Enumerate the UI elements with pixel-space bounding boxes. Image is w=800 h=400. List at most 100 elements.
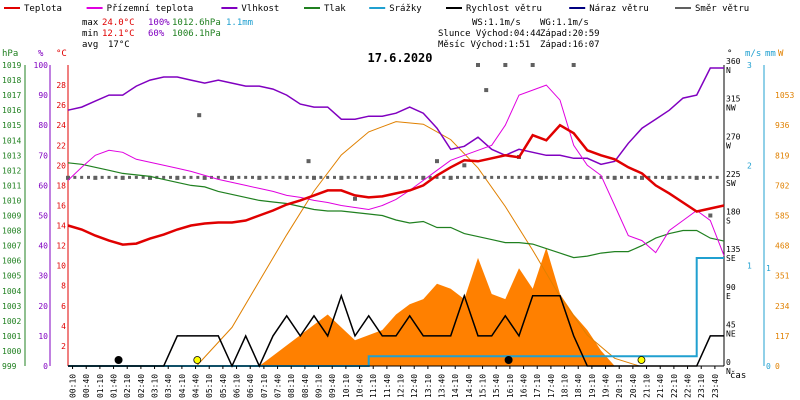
hpa-tick-label: 1004	[2, 287, 21, 296]
wind-direction-dot	[312, 175, 316, 179]
wind-direction-dot	[661, 175, 664, 179]
dir-tick-degree: 90	[726, 283, 736, 292]
x-tick-label: 08:40	[301, 374, 310, 398]
pct-tick-label: 0	[43, 362, 48, 371]
x-axis: 00:10 00:40 01:10 01:40 02:10 02:40 03:10 03:40…	[68, 365, 746, 398]
hpa-tick-label: 1013	[2, 151, 21, 160]
wind-direction-dot	[380, 175, 384, 179]
pct-tick-label: 30	[38, 272, 48, 281]
dir-tick-degree: 270	[726, 132, 741, 141]
x-tick-label: 18:10	[561, 374, 570, 398]
x-tick-label: 22:10	[670, 374, 679, 398]
wind-direction-marker	[708, 213, 713, 218]
dir-tick-compass: S	[726, 217, 731, 226]
solar-tick-label: 468	[775, 242, 790, 251]
x-tick-label: 12:10	[397, 374, 406, 398]
wind-direction-dot	[175, 175, 179, 179]
solar-tick-label: 0	[775, 362, 780, 371]
dir-tick-degree: 315	[726, 95, 741, 104]
x-tick-label: 03:40	[164, 374, 173, 398]
right-axes: °0N45NE90E135SE180S225SW270W315NW360Nm/s…	[723, 49, 794, 376]
wind-direction-dot	[93, 175, 97, 179]
wind-direction-marker	[484, 88, 489, 93]
dir-axis-title: °	[727, 49, 732, 59]
wind-direction-dot	[387, 175, 391, 179]
dir-tick-compass: SW	[726, 179, 736, 188]
solar-curve	[196, 121, 640, 367]
x-tick-label: 12:40	[410, 374, 419, 398]
legend-label: Srážky	[389, 4, 422, 14]
wind-direction-dot	[114, 175, 118, 179]
wind-direction-dot	[196, 175, 200, 179]
wind-direction-dot	[551, 175, 555, 179]
wind-direction-dot	[462, 175, 466, 179]
hpa-tick-label: 1008	[2, 227, 21, 236]
legend-label: Přízemní teplota	[107, 4, 194, 14]
wind-direction-dot	[408, 175, 412, 179]
wind-direction-dot	[497, 175, 500, 179]
temp-tick-label: 22	[56, 141, 66, 150]
wind-direction-dot	[203, 175, 207, 179]
wind-direction-dot	[483, 175, 487, 179]
wind-direction-dot	[715, 175, 719, 179]
wind-direction-dot	[189, 175, 193, 179]
wind-direction-dot	[654, 175, 658, 179]
x-tick-label: 05:10	[205, 374, 214, 398]
x-tick-label: 13:10	[424, 374, 433, 398]
x-tick-label: 18:40	[574, 374, 583, 398]
x-tick-label: 09:40	[328, 374, 337, 398]
x-tick-label: 13:40	[438, 374, 447, 398]
x-tick-label: 15:40	[492, 374, 501, 398]
legend-label: Teplota	[24, 4, 62, 14]
rain-axis-title: mm	[765, 49, 776, 59]
solar-axis-title: W	[778, 49, 784, 59]
wind-direction-dot	[613, 175, 617, 179]
wind-direction-dot	[490, 175, 494, 179]
wind-direction-dot	[141, 175, 145, 179]
hpa-tick-label: 1019	[2, 61, 21, 70]
x-tick-label: 04:10	[178, 374, 187, 398]
wind-direction-dot	[216, 175, 220, 179]
x-tick-label: 22:40	[684, 374, 693, 398]
info-sun-set: Západ:20:59	[540, 29, 600, 39]
solar-tick-label: 117	[775, 332, 790, 341]
legend-label: Směr větru	[695, 4, 749, 14]
wind-direction-marker	[435, 159, 439, 164]
x-tick-label: 10:40	[356, 374, 365, 398]
wind-direction-dot	[394, 175, 398, 179]
wind-direction-dot	[305, 175, 309, 179]
wind-direction-dot	[469, 175, 473, 179]
wind-direction-dot	[688, 175, 692, 179]
x-tick-label: 06:10	[233, 374, 242, 398]
wind-direction-dot	[80, 175, 84, 179]
wind-direction-dot	[442, 175, 446, 179]
hpa-tick-label: 1012	[2, 166, 21, 175]
dir-tick-compass: W	[726, 141, 731, 150]
x-axis-title: čas	[730, 370, 746, 381]
wind-direction-dot	[585, 175, 589, 179]
wind-direction-dot	[162, 175, 166, 179]
wind-direction-dot	[223, 175, 227, 179]
x-tick-label: 07:40	[274, 374, 283, 398]
dir-tick-degree: 180	[726, 208, 741, 217]
wind-direction-dot	[134, 175, 138, 179]
temp-tick-label: 20	[56, 161, 66, 170]
solar-tick-label: 702	[775, 181, 790, 190]
stats-min-temp: 12.1°C	[102, 29, 135, 39]
wind-direction-marker	[197, 113, 202, 118]
wind-direction-dot	[128, 175, 131, 179]
x-tick-label: 01:10	[96, 374, 105, 398]
temp-tick-label: 12	[56, 242, 66, 251]
hpa-tick-label: 1000	[2, 347, 21, 356]
wind-direction-dot	[353, 175, 357, 179]
x-tick-label: 08:10	[287, 374, 296, 398]
wind-direction-marker	[571, 63, 576, 67]
radiation-area	[259, 247, 615, 366]
x-tick-label: 20:10	[615, 374, 624, 398]
temp-axis-title: °C	[56, 49, 67, 59]
wind-direction-dot	[633, 175, 637, 179]
x-tick-label: 11:40	[383, 374, 392, 398]
x-tick-label: 19:40	[602, 374, 611, 398]
wind-direction-marker	[503, 63, 508, 67]
